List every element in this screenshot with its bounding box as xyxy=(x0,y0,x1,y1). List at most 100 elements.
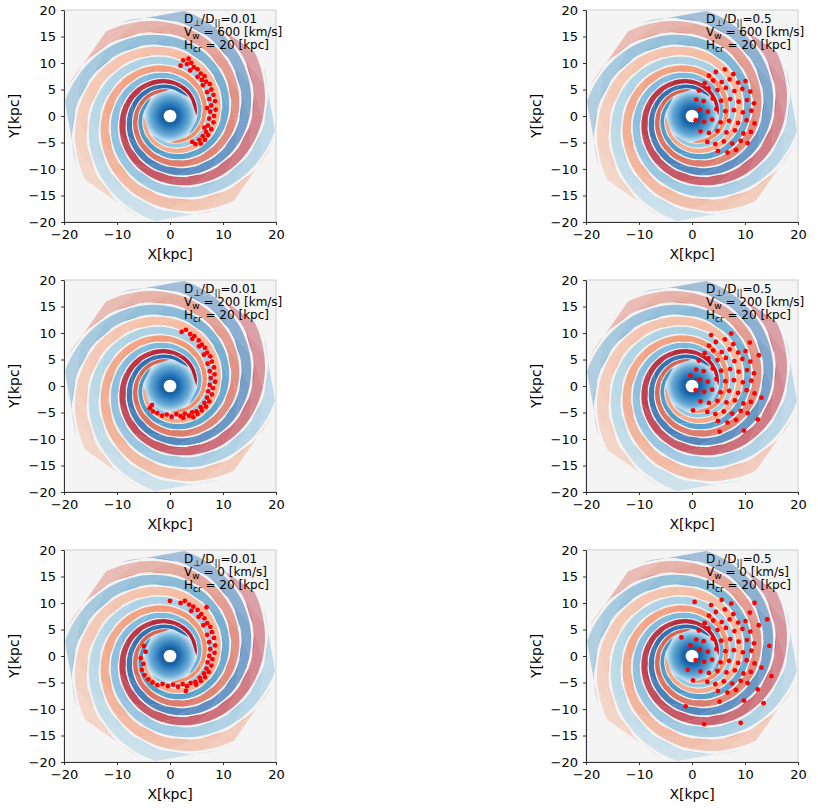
point xyxy=(709,603,714,608)
tick-label: −10 xyxy=(104,497,131,512)
tick-label: 0 xyxy=(688,767,696,782)
point xyxy=(199,408,204,413)
point xyxy=(197,344,202,349)
tick-label: −10 xyxy=(551,162,578,177)
annotation-text: H xyxy=(706,38,715,52)
tick-mark xyxy=(583,683,586,684)
point xyxy=(719,638,724,643)
x-axis-title: X[kpc] xyxy=(669,786,714,802)
plot-background xyxy=(586,550,798,762)
point xyxy=(752,641,757,646)
tick-mark xyxy=(583,333,586,334)
tick-mark xyxy=(639,222,640,225)
point xyxy=(727,118,732,123)
tick: 10 xyxy=(215,222,232,242)
point xyxy=(741,401,746,406)
annotation-subscript: cr xyxy=(715,584,724,594)
point xyxy=(719,597,724,602)
point xyxy=(701,639,706,644)
y-axis-title: Y[kpc] xyxy=(528,364,544,409)
tick: 0 xyxy=(688,222,696,242)
point xyxy=(171,682,176,687)
tick-label: −20 xyxy=(551,215,578,230)
tick: 20 xyxy=(561,273,586,288)
field-arm xyxy=(639,426,705,457)
point xyxy=(732,629,737,634)
plot-background xyxy=(586,280,798,492)
axis-line xyxy=(586,281,587,493)
tick-mark xyxy=(583,116,586,117)
point xyxy=(202,616,207,621)
tick: −20 xyxy=(551,485,586,500)
point xyxy=(742,698,747,703)
tick-label: 0 xyxy=(48,379,56,394)
annotation-text: =0.01 xyxy=(220,282,257,296)
tick-label: 20 xyxy=(561,543,578,558)
tick-mark xyxy=(61,143,64,144)
tick: −5 xyxy=(559,675,586,690)
plot-area xyxy=(65,551,275,761)
point xyxy=(748,130,753,135)
point xyxy=(716,149,721,154)
plot-area xyxy=(587,11,797,221)
tick: 20 xyxy=(561,543,586,558)
point xyxy=(715,398,720,403)
field-center xyxy=(686,380,699,393)
annotation: Hcr = 20 [kpc] xyxy=(184,38,269,54)
point xyxy=(711,348,716,353)
annotation-text: D xyxy=(184,282,193,296)
point xyxy=(150,403,155,408)
tick-label: −5 xyxy=(559,675,578,690)
annotation-text: D xyxy=(706,552,715,566)
point xyxy=(209,359,214,364)
tick-mark xyxy=(583,360,586,361)
point xyxy=(685,667,690,672)
point xyxy=(205,361,210,366)
point xyxy=(731,342,736,347)
point xyxy=(209,127,214,132)
point xyxy=(207,82,212,87)
point xyxy=(702,81,707,86)
annotation-text: = 600 [km/s] xyxy=(200,25,283,39)
field-center xyxy=(164,380,177,393)
annotation-text: = 20 [kpc] xyxy=(724,308,791,322)
point xyxy=(705,680,710,685)
tick: −10 xyxy=(29,702,64,717)
point xyxy=(731,612,736,617)
field-arm xyxy=(680,78,723,105)
tick: −20 xyxy=(29,215,64,230)
point xyxy=(724,130,729,135)
tick-label: 0 xyxy=(166,497,174,512)
tick-label: 0 xyxy=(48,649,56,664)
point xyxy=(731,648,736,653)
point xyxy=(767,644,772,649)
tick: −15 xyxy=(29,458,64,473)
point xyxy=(711,618,716,623)
tick-mark xyxy=(583,143,586,144)
tick-mark xyxy=(61,439,64,440)
point xyxy=(203,345,208,350)
plot-area xyxy=(65,281,275,491)
tick-label: −5 xyxy=(37,675,56,690)
tick: 0 xyxy=(166,222,174,242)
tick: 0 xyxy=(570,379,586,394)
annotation-subscript: w xyxy=(192,301,199,311)
annotation-subscript: cr xyxy=(715,314,724,324)
tick: 10 xyxy=(737,222,754,242)
tick-mark xyxy=(692,762,693,765)
tick-mark xyxy=(745,492,746,495)
tick-label: 20 xyxy=(561,3,578,18)
point xyxy=(146,677,151,682)
point xyxy=(713,70,718,75)
field-arm xyxy=(118,74,150,125)
tick-label: −10 xyxy=(29,162,56,177)
point xyxy=(191,415,196,420)
axis-line xyxy=(64,11,65,223)
tick-mark xyxy=(639,762,640,765)
point xyxy=(209,87,214,92)
tick-label: 5 xyxy=(48,352,56,367)
tick-mark xyxy=(61,63,64,64)
annotation-text: = 20 [kpc] xyxy=(202,38,269,52)
tick: 5 xyxy=(570,352,586,367)
plot-background xyxy=(586,10,798,222)
